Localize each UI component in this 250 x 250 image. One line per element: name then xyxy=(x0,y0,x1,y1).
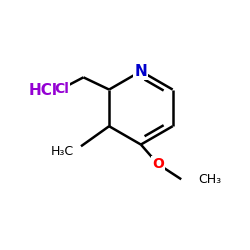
Text: N: N xyxy=(134,64,147,79)
Text: H₃C: H₃C xyxy=(51,146,74,158)
Text: HCl: HCl xyxy=(28,83,58,98)
Text: O: O xyxy=(152,157,164,171)
Text: Cl: Cl xyxy=(54,82,69,96)
Text: CH₃: CH₃ xyxy=(198,173,222,186)
